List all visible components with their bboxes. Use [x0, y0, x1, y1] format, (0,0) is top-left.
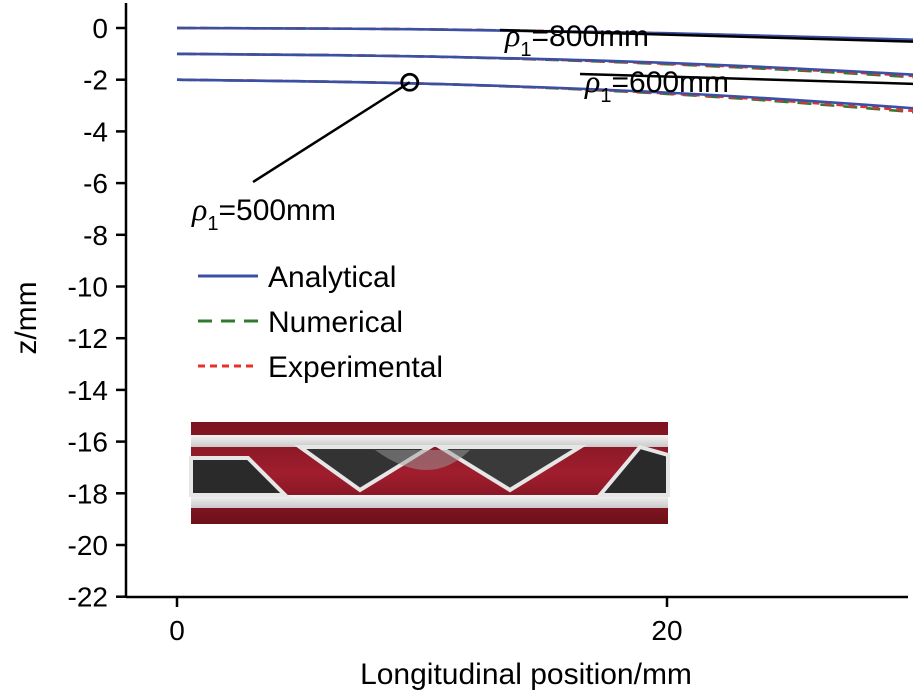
- annotation-leader-line: [499, 28, 913, 43]
- y-tick-label: -12: [68, 323, 108, 354]
- y-tick-label: -18: [68, 478, 108, 509]
- y-tick-label: -16: [68, 427, 108, 458]
- series-line-analytical-800mm: [176, 26, 913, 41]
- inset-photo: [189, 422, 670, 524]
- legend-label-analytical: Analytical: [268, 261, 396, 294]
- annotation-leader-line: [579, 72, 913, 86]
- y-tick-label: -8: [83, 220, 108, 251]
- series-line-experimental-800mm: [176, 26, 913, 42]
- annotation-marker: [400, 72, 420, 92]
- y-tick-label: -10: [68, 272, 108, 303]
- x-ticks: 020406080100120140: [169, 597, 683, 646]
- annotation-label: ρ1=800mm: [504, 17, 649, 61]
- annotation-label: ρ1=500mm: [191, 191, 336, 235]
- y-tick-label: -20: [68, 530, 108, 561]
- legend-label-numerical: Numerical: [268, 306, 403, 339]
- x-axis-title: Longitudinal position/mm: [360, 658, 692, 691]
- y-tick-label: -14: [68, 375, 108, 406]
- legend-label-experimental: Experimental: [268, 351, 443, 384]
- axes: [124, 3, 908, 599]
- series-line-analytical-500mm: [176, 78, 913, 110]
- annotation-leader-line: [252, 81, 411, 184]
- series-layer: [176, 26, 913, 114]
- y-tick-label: 0: [92, 13, 108, 44]
- y-tick-label: -6: [83, 168, 108, 199]
- y-tick-label: -4: [83, 116, 108, 147]
- legend: Analytical Numerical Experimental: [198, 261, 443, 384]
- y-axis-title: z/mm: [10, 281, 43, 354]
- y-tick-label: -22: [68, 582, 108, 613]
- y-ticks: 0 -2 -4 -6 -8 -10 -12 -14 -16 -18 -20 -22: [68, 13, 126, 613]
- x-tick-label: 0: [169, 615, 185, 646]
- series-line-analytical-600mm: [176, 52, 913, 76]
- annotation-label: ρ1=600mm: [584, 63, 729, 107]
- y-tick-label: -2: [83, 65, 108, 96]
- x-tick-label: 20: [651, 615, 682, 646]
